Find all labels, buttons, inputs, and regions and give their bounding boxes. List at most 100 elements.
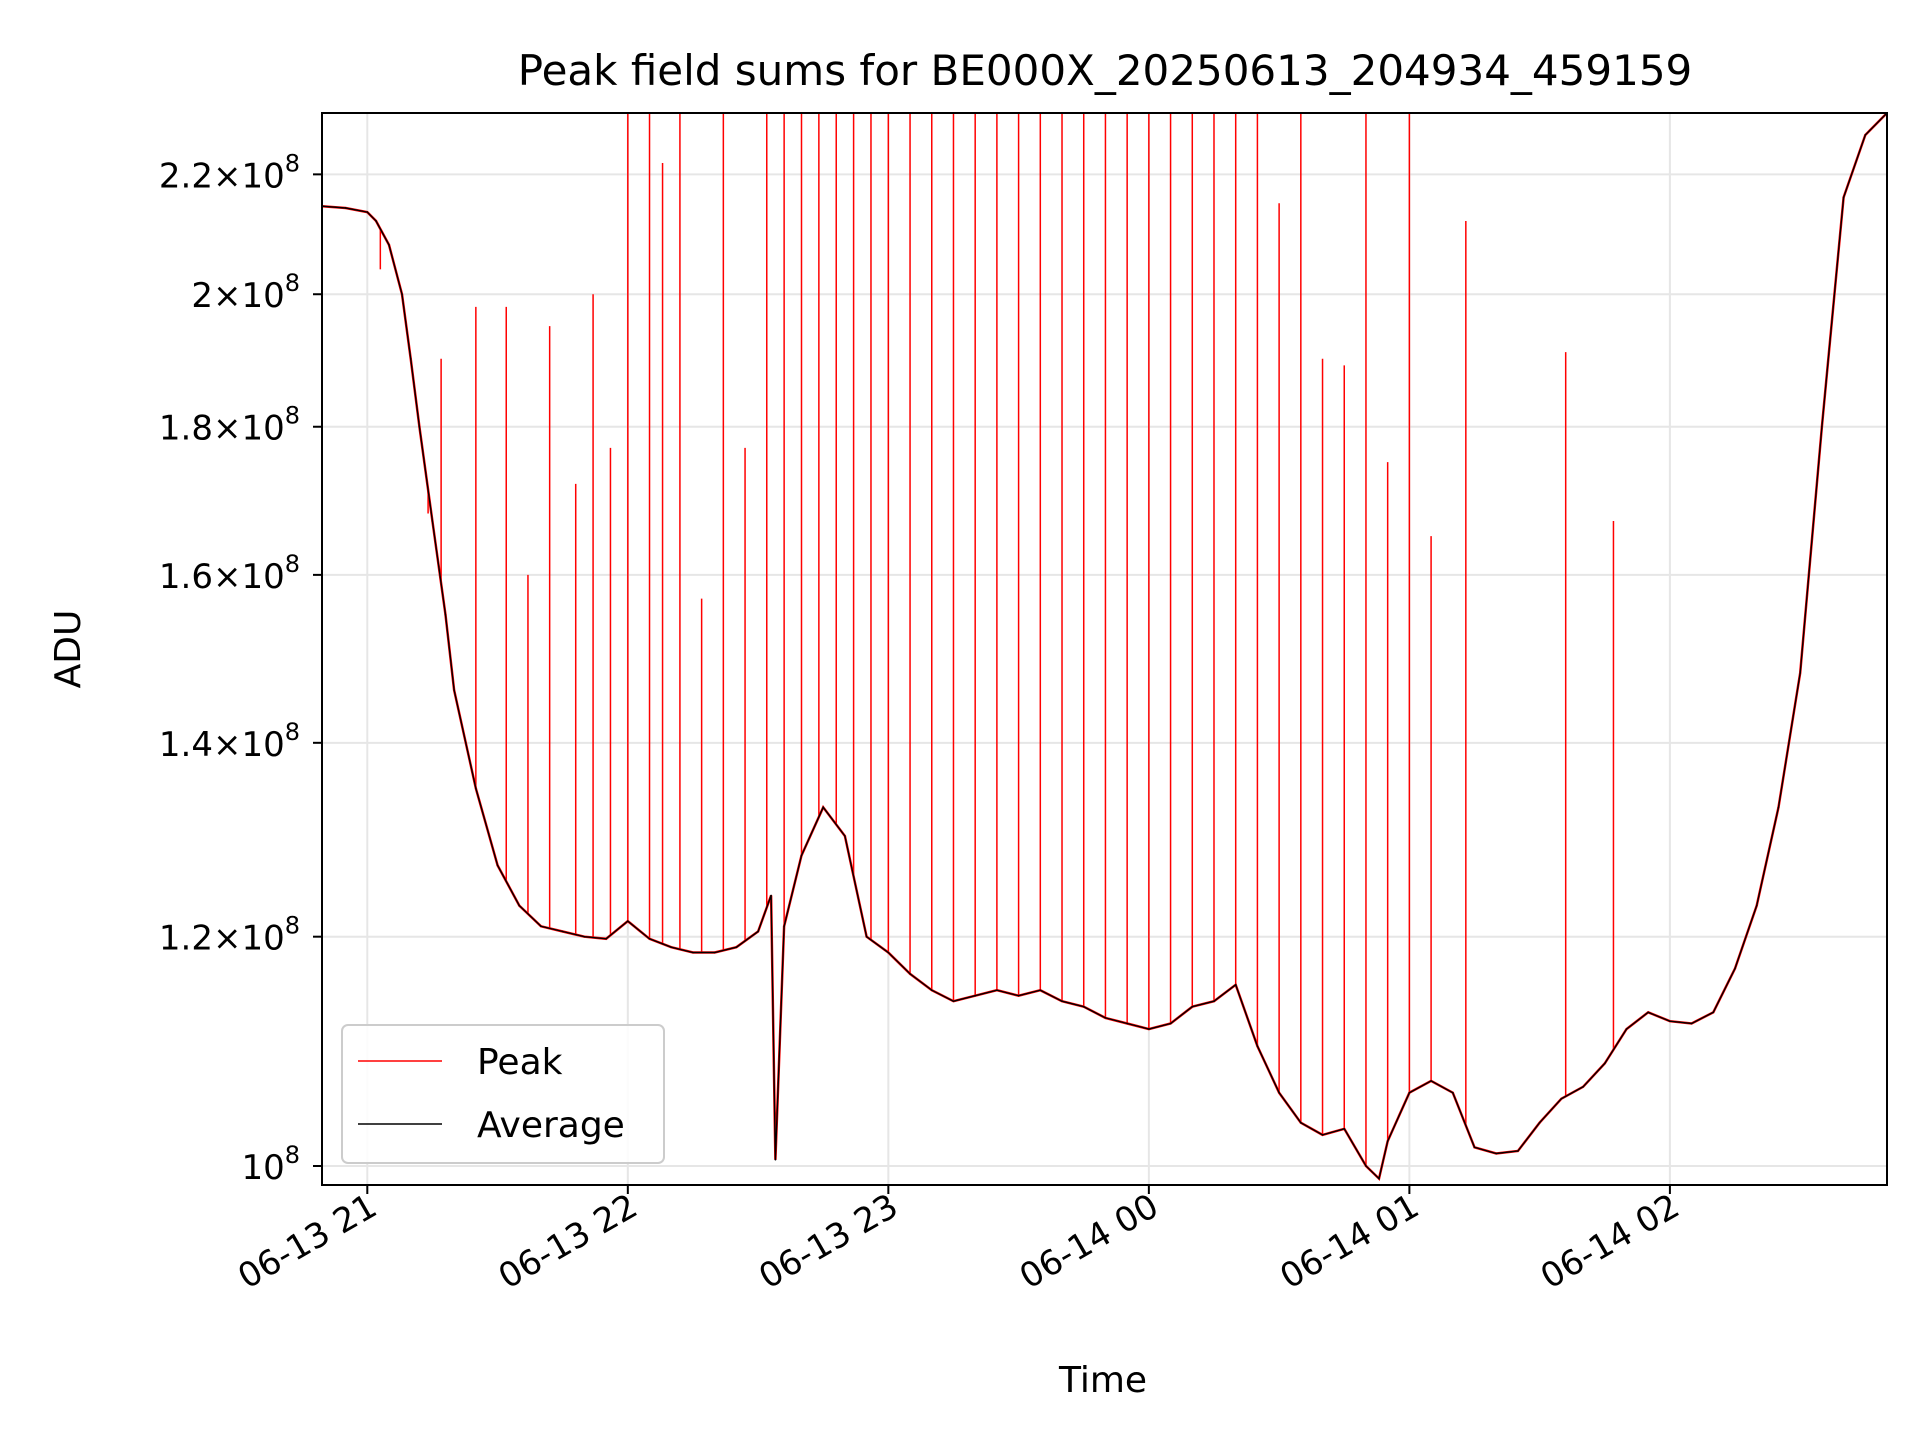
x-tick-label: 06-14 00 xyxy=(1013,1186,1165,1297)
average-point xyxy=(1473,1146,1476,1149)
average-point xyxy=(1842,196,1845,199)
average-point xyxy=(1082,1005,1085,1008)
average-point xyxy=(996,989,998,992)
average-series-line xyxy=(321,112,1888,1180)
average-point xyxy=(774,1158,777,1161)
y-axis-label: ADU xyxy=(48,610,89,689)
average-point xyxy=(344,207,347,209)
average-point xyxy=(1690,1022,1693,1025)
average-point xyxy=(1191,1005,1194,1008)
average-point xyxy=(1495,1152,1498,1155)
average-point xyxy=(1169,1022,1172,1025)
average-point xyxy=(1821,425,1823,428)
average-point xyxy=(1669,1020,1671,1023)
average-point xyxy=(1799,672,1801,674)
average-point xyxy=(444,614,447,616)
x-tick-label: 06-13 23 xyxy=(752,1186,904,1297)
legend-average-label: Average xyxy=(477,1105,625,1146)
average-point xyxy=(1148,1028,1150,1030)
average-point xyxy=(1647,1011,1649,1014)
average-point xyxy=(475,787,477,790)
average-point xyxy=(1321,1134,1324,1136)
average-point xyxy=(1104,1017,1107,1019)
legend-frame xyxy=(341,1024,665,1164)
average-point xyxy=(800,854,803,857)
y-tick-label: 2×108 xyxy=(191,269,300,316)
average-point xyxy=(1538,1121,1541,1124)
average-point xyxy=(974,994,976,997)
legend: Peak Average xyxy=(341,1024,665,1164)
average-point xyxy=(887,951,890,954)
average-point xyxy=(583,935,586,938)
average-point xyxy=(1386,1140,1389,1142)
average-point xyxy=(692,951,694,954)
average-point xyxy=(757,930,759,933)
average-point xyxy=(930,989,933,992)
average-point xyxy=(453,689,455,691)
y-tick-label: 1.2×108 xyxy=(159,912,300,959)
average-point xyxy=(1126,1022,1128,1025)
average-point xyxy=(1365,1165,1367,1167)
average-point xyxy=(783,925,785,928)
series-layer xyxy=(321,112,1888,1182)
peak-baseline-line xyxy=(321,112,1888,1182)
average-point xyxy=(1300,1121,1302,1124)
average-point xyxy=(409,357,412,360)
average-point xyxy=(1430,1080,1432,1082)
average-point xyxy=(605,937,607,940)
peak-series xyxy=(379,113,1615,1166)
y-axis-ticks: 108 1.2×108 1.4×108 1.6×108 1.8×108 2×108 2.2×… xyxy=(159,149,322,1188)
average-point xyxy=(1213,1000,1215,1002)
average-point xyxy=(388,244,390,246)
average-point xyxy=(540,925,542,928)
average-point xyxy=(1343,1128,1346,1130)
average-point xyxy=(1777,806,1780,809)
x-axis-ticks: 06-13 21 06-13 22 06-13 23 06-14 00 06-14 01… xyxy=(231,1185,1686,1297)
average-point xyxy=(1378,1177,1380,1180)
average-point xyxy=(1452,1091,1454,1094)
average-point xyxy=(1408,1091,1411,1094)
plot-area-frame xyxy=(321,112,1888,1186)
average-point xyxy=(418,425,421,428)
average-point xyxy=(561,930,564,933)
average-point xyxy=(1278,1091,1280,1094)
average-point xyxy=(713,951,716,954)
x-tick-label: 06-14 02 xyxy=(1534,1186,1686,1297)
chart-title: Peak field sums for BE000X_20250613_2049… xyxy=(518,46,1693,95)
average-point xyxy=(1039,989,1042,992)
average-point xyxy=(366,211,369,213)
average-point xyxy=(648,937,651,940)
x-tick-label: 06-13 22 xyxy=(492,1186,644,1297)
average-point xyxy=(1712,1011,1715,1014)
x-axis-label: Time xyxy=(1058,1360,1147,1401)
x-tick-label: 06-13 21 xyxy=(231,1186,383,1297)
average-point xyxy=(1734,967,1736,970)
average-point xyxy=(1560,1097,1563,1100)
average-point xyxy=(670,946,673,949)
average-point xyxy=(844,835,846,837)
y-tick-label: 108 xyxy=(241,1141,300,1188)
average-point xyxy=(909,973,911,975)
x-tick-label: 06-14 01 xyxy=(1273,1186,1425,1297)
average-point xyxy=(865,935,868,938)
average-point xyxy=(1234,983,1237,986)
average-point xyxy=(822,806,825,809)
average-point xyxy=(735,946,738,949)
average-point xyxy=(1517,1150,1519,1152)
y-tick-label: 1.4×108 xyxy=(159,718,300,765)
average-point xyxy=(1864,134,1867,136)
average-point xyxy=(1755,904,1758,907)
y-tick-label: 2.2×108 xyxy=(159,149,300,196)
average-point xyxy=(375,220,377,222)
y-tick-label: 1.6×108 xyxy=(159,550,300,597)
average-point xyxy=(1256,1045,1259,1047)
average-point xyxy=(518,904,521,907)
average-point xyxy=(1603,1062,1606,1065)
average-point xyxy=(1582,1085,1584,1088)
average-point xyxy=(1017,994,1020,997)
average-point xyxy=(952,1000,955,1002)
legend-peak-label: Peak xyxy=(477,1042,563,1083)
average-point xyxy=(431,520,434,522)
average-point xyxy=(1061,1000,1063,1002)
